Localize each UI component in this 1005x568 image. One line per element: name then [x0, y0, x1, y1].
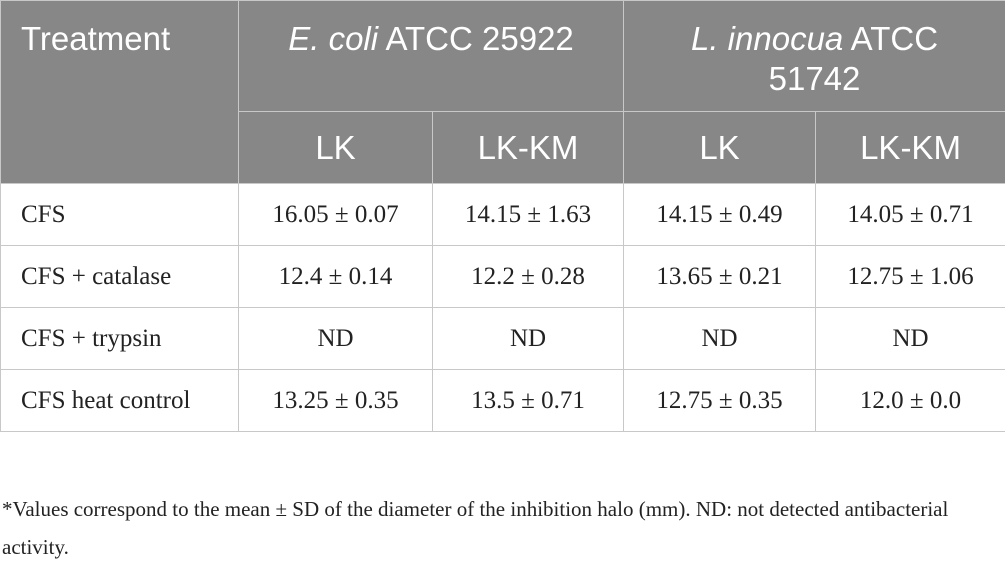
footnote: *Values correspond to the mean ± SD of t…	[2, 497, 949, 559]
species: L. innocua	[690, 20, 844, 57]
strain: ATCC 51742	[768, 20, 939, 97]
treatment-cell: CFS heat control	[0, 369, 239, 432]
value-cell: 12.4 ± 0.14	[238, 245, 433, 308]
value-cell: 13.5 ± 0.71	[432, 369, 624, 432]
value-cell: 14.15 ± 1.63	[432, 183, 624, 246]
table-body: CFS 16.05 ± 0.07 14.15 ± 1.63 14.15 ± 0.49 1…	[0, 183, 1005, 432]
value-cell: 13.25 ± 0.35	[238, 369, 433, 432]
value-cell: 16.05 ± 0.07	[238, 183, 433, 246]
subheader: LK	[623, 111, 816, 184]
treatment-cell: CFS + catalase	[0, 245, 239, 308]
table-row: CFS + catalase 12.4 ± 0.14 12.2 ± 0.28 13.6…	[0, 245, 1005, 308]
value-cell: 14.05 ± 0.71	[814, 183, 1005, 246]
value-cell: 12.0 ± 0.0	[814, 369, 1005, 432]
value-cell: 13.65 ± 0.21	[623, 245, 816, 308]
table-row: CFS + trypsin ND ND ND ND	[0, 307, 1005, 370]
group-header: L. innocua ATCC 51742	[622, 0, 1005, 112]
treatment-header: Treatment	[0, 0, 239, 184]
value-cell: ND	[623, 307, 816, 370]
subheader: LK-KM	[432, 111, 624, 184]
results-table: Treatment E. coli ATCC 25922 L. innocua …	[0, 0, 1005, 432]
strain: ATCC 25922	[385, 20, 574, 57]
value-cell: ND	[814, 307, 1005, 370]
subheader: LK-KM	[814, 111, 1005, 184]
treatment-cell: CFS + trypsin	[0, 307, 239, 370]
value-cell: ND	[432, 307, 624, 370]
table-row: CFS 16.05 ± 0.07 14.15 ± 1.63 14.15 ± 0.49 1…	[0, 183, 1005, 246]
subheader: LK	[238, 111, 433, 184]
value-cell: 12.75 ± 0.35	[623, 369, 816, 432]
value-cell: 12.2 ± 0.28	[432, 245, 624, 308]
group-header: E. coli ATCC 25922	[238, 0, 624, 112]
value-cell: ND	[238, 307, 433, 370]
value-cell: 14.15 ± 0.49	[623, 183, 816, 246]
table-row: CFS heat control 13.25 ± 0.35 13.5 ± 0.71 1…	[0, 369, 1005, 432]
species: E. coli	[288, 20, 379, 57]
treatment-cell: CFS	[0, 183, 239, 246]
value-cell: 12.75 ± 1.06	[814, 245, 1005, 308]
